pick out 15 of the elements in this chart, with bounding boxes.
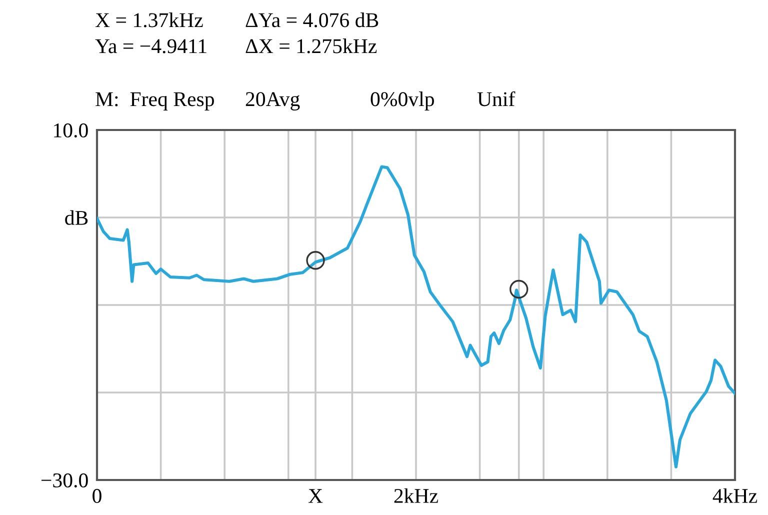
text: Ya = −4.9411 (95, 39, 206, 54)
text: 0%0vlp (370, 92, 434, 110)
x-tick-label: X (308, 489, 323, 503)
text: M: Freq Resp (96, 92, 214, 110)
text: X = 1.37kHz (95, 12, 203, 28)
y-tick-label: dB (65, 210, 88, 225)
text: Unif (477, 91, 516, 106)
text: 20Avg (246, 92, 300, 110)
x-tick-label: 4kHz (712, 488, 757, 503)
y-tick-label: 10.0 (54, 123, 88, 138)
text: ΔX = 1.275kHz (246, 38, 377, 54)
y-tick-label: −30.0 (42, 473, 88, 488)
text: ΔYa = 4.076 dB (246, 12, 378, 28)
x-tick-label: 2kHz (394, 488, 438, 503)
x-tick-label: 0 (92, 488, 102, 503)
